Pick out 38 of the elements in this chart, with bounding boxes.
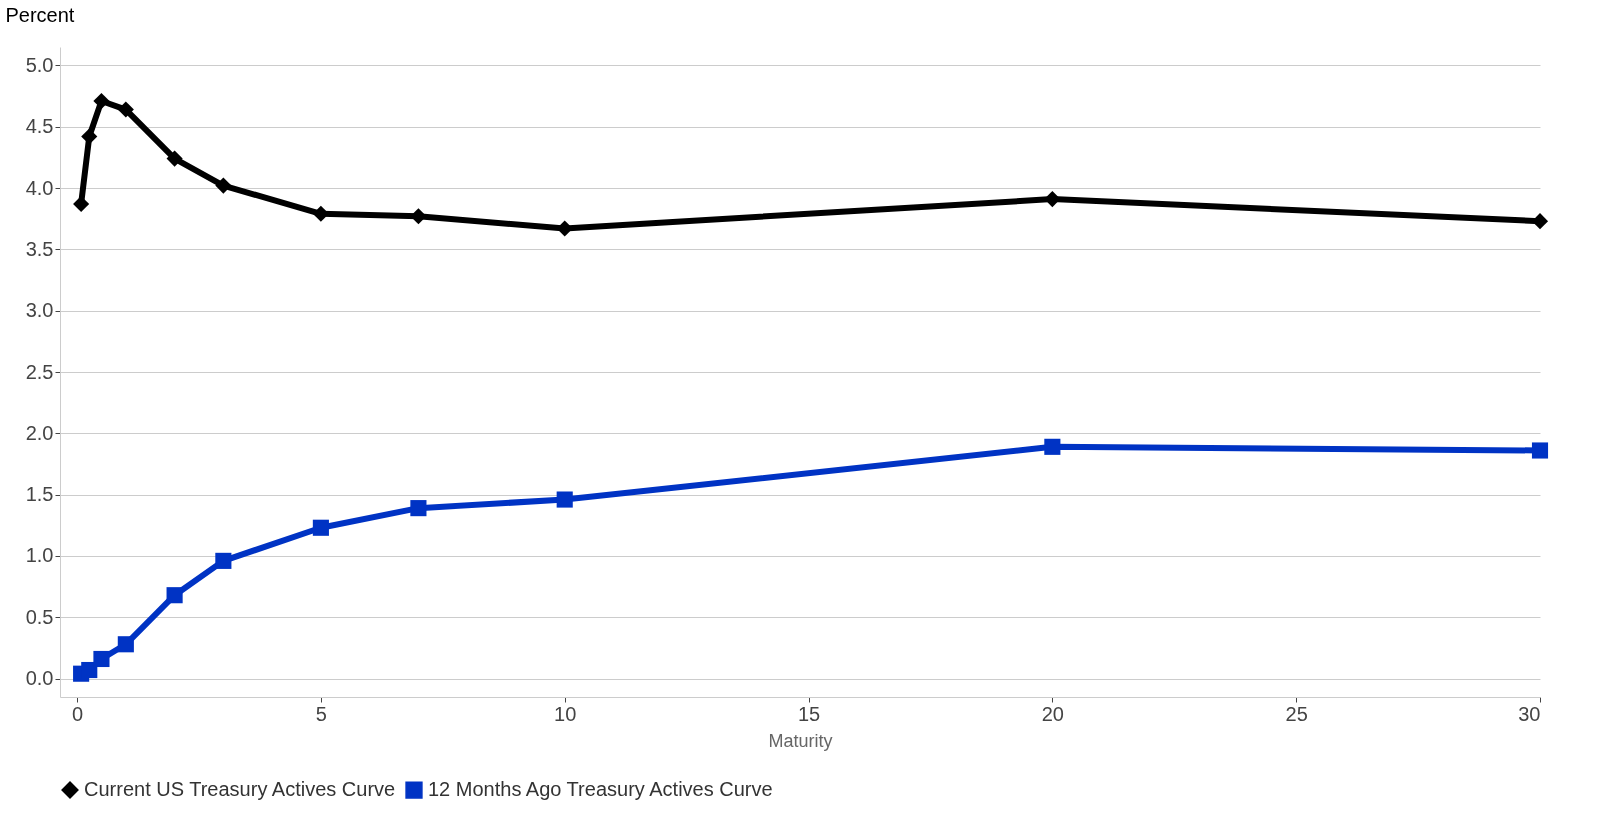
point: [1531, 442, 1549, 459]
point: [81, 128, 98, 145]
point: [117, 636, 134, 653]
point: [166, 587, 183, 604]
x-tick-label: 20: [1041, 702, 1064, 725]
y-tick-label: 3.0: [25, 299, 54, 322]
x-tick-label: 30: [1518, 702, 1541, 725]
y-tick-label: 0.0: [25, 667, 54, 690]
x-tick-label: 5: [315, 702, 327, 725]
point: [81, 661, 98, 679]
point: [215, 552, 232, 569]
point: [312, 205, 329, 222]
y-axis-title: Percent: [5, 3, 75, 26]
y-tick-label: 5.0: [25, 53, 54, 76]
x-tick-label: 0: [72, 702, 84, 725]
point: [215, 177, 232, 194]
y-tick-label: 2.0: [25, 421, 54, 444]
legend-label: 12 Months Ago Treasury Actives Curve: [428, 778, 773, 801]
x-tick-label: 15: [797, 702, 821, 725]
x-tick-label: 10: [554, 702, 577, 725]
y-tick-label: 4.0: [25, 176, 54, 199]
point: [166, 150, 183, 167]
point: [312, 519, 329, 536]
y-tick-label: 1.0: [25, 544, 54, 567]
point: [117, 101, 134, 118]
legend-label: Current US Treasury Actives Curve: [84, 778, 396, 801]
point: [556, 491, 573, 508]
x-tick-label: 25: [1285, 702, 1308, 725]
point: [93, 650, 110, 668]
point: [410, 500, 427, 517]
y-tick-label: 4.5: [25, 115, 54, 138]
point: [1044, 438, 1061, 455]
point: [93, 92, 110, 110]
y-tick-label: 3.5: [25, 237, 54, 260]
x-axis-title: Maturity: [768, 730, 833, 751]
y-tick-label: 1.5: [25, 483, 54, 506]
y-tick-label: 0.5: [25, 605, 54, 628]
y-tick-label: 2.5: [25, 360, 54, 383]
